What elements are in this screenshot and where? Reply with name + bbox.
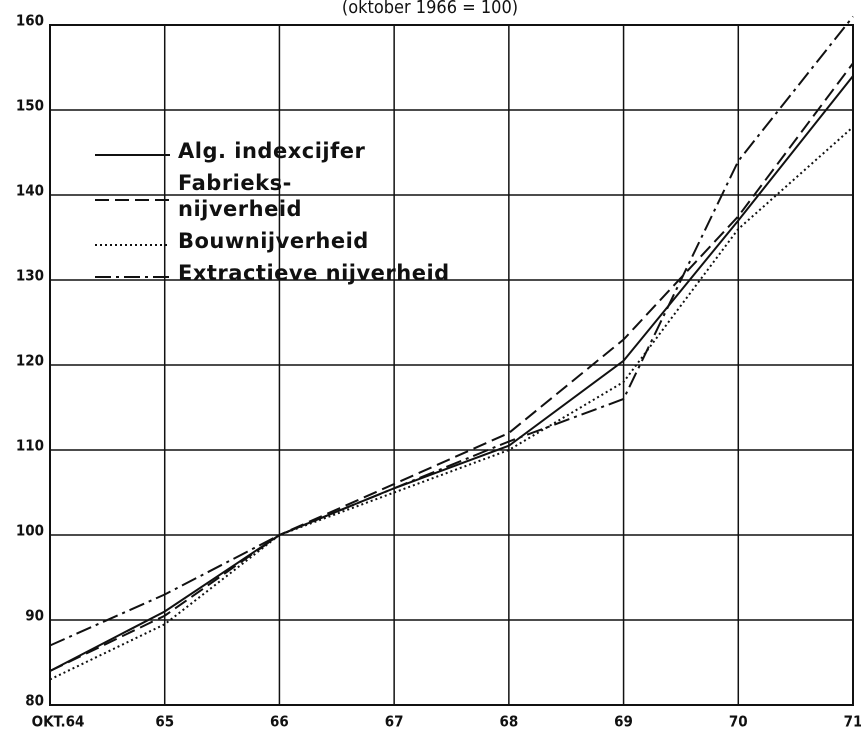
y-tick-label: 150 — [16, 97, 44, 115]
legend-label: Extractieve nijverheid — [178, 261, 450, 285]
legend-item: Alg. indexcijfer — [95, 138, 515, 164]
plot-frame — [49, 24, 854, 706]
y-tick-label: 100 — [16, 522, 44, 540]
x-tick-label: 70 — [729, 713, 748, 731]
line-series — [49, 75, 854, 672]
line-series — [49, 126, 854, 681]
x-tick-label: 68 — [499, 713, 518, 731]
y-tick-label: 160 — [16, 12, 44, 30]
y-tick-label: 130 — [16, 267, 44, 285]
legend-swatch — [95, 199, 170, 201]
y-tick-label: 120 — [16, 352, 44, 370]
legend-item: Fabrieks- nijverheid — [95, 170, 515, 222]
legend-swatch — [95, 276, 170, 278]
x-tick-label: 69 — [614, 713, 633, 731]
legend: Alg. indexcijfer Fabrieks- nijverheid Bouw… — [95, 138, 515, 292]
legend-item: Extractieve nijverheid — [95, 260, 515, 286]
legend-swatch — [95, 154, 170, 156]
chart-subtitle: (oktober 1966 = 100) — [342, 0, 518, 18]
x-tick-label: 71 — [844, 713, 861, 731]
x-tick-label: 65 — [155, 713, 174, 731]
x-tick-label: 66 — [270, 713, 289, 731]
y-tick-label: 80 — [25, 692, 44, 710]
x-tick-label: 67 — [385, 713, 404, 731]
y-tick-label: 110 — [16, 437, 44, 455]
legend-label: Alg. indexcijfer — [178, 139, 366, 163]
line-series — [49, 62, 854, 672]
legend-swatch — [95, 244, 170, 246]
y-tick-label: 90 — [25, 607, 44, 625]
line-series — [49, 15, 854, 647]
legend-item: Bouwnijverheid — [95, 228, 515, 254]
x-tick-label: OKT.64 — [32, 713, 85, 731]
y-tick-label: 140 — [16, 182, 44, 200]
legend-label: Bouwnijverheid — [178, 229, 369, 253]
legend-label: Fabrieks- nijverheid — [178, 171, 303, 221]
